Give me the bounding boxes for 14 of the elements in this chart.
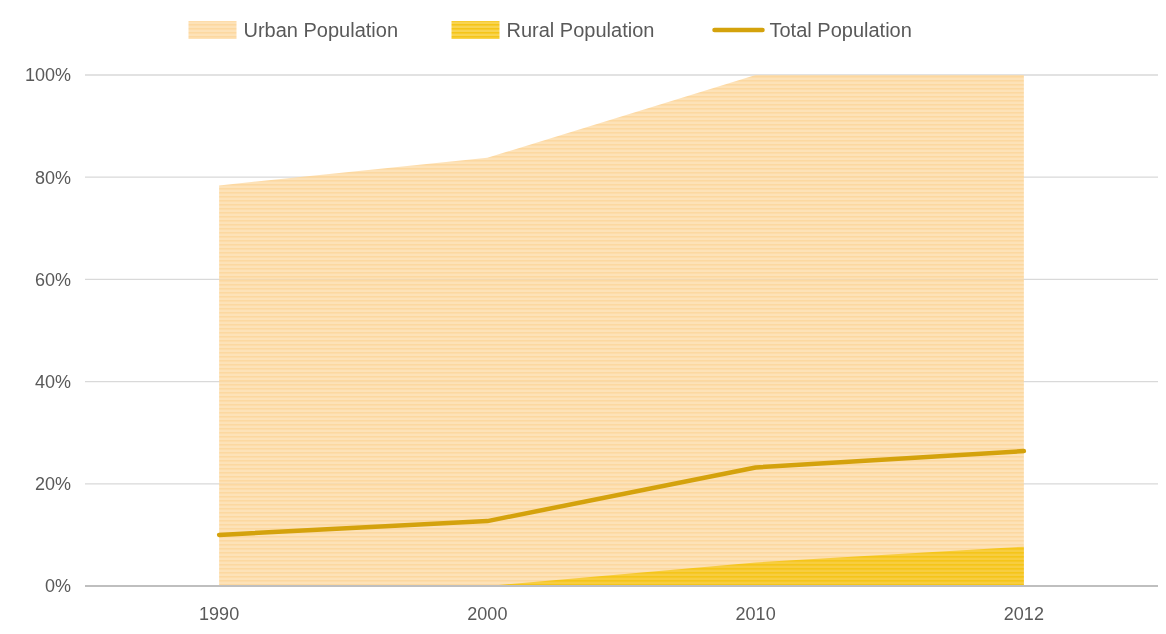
y-tick-label: 60% (34, 269, 71, 290)
x-tick-label: 2000 (467, 604, 508, 624)
x-tick-label: 1990 (199, 604, 240, 624)
y-tick-label: 20% (34, 474, 71, 495)
legend-label: Urban Population (243, 19, 399, 41)
x-tick-label: 2010 (735, 604, 776, 624)
line-series (216, 448, 1027, 538)
y-tick-label: 0% (44, 576, 71, 597)
legend-label: Total Population (769, 19, 912, 41)
y-tick-label: 40% (34, 371, 71, 392)
y-tick-label: 80% (34, 167, 71, 188)
x-tick-label: 2012 (1003, 604, 1044, 624)
legend-label: Rural Population (506, 19, 655, 41)
y-tick-label: 100% (24, 65, 71, 86)
